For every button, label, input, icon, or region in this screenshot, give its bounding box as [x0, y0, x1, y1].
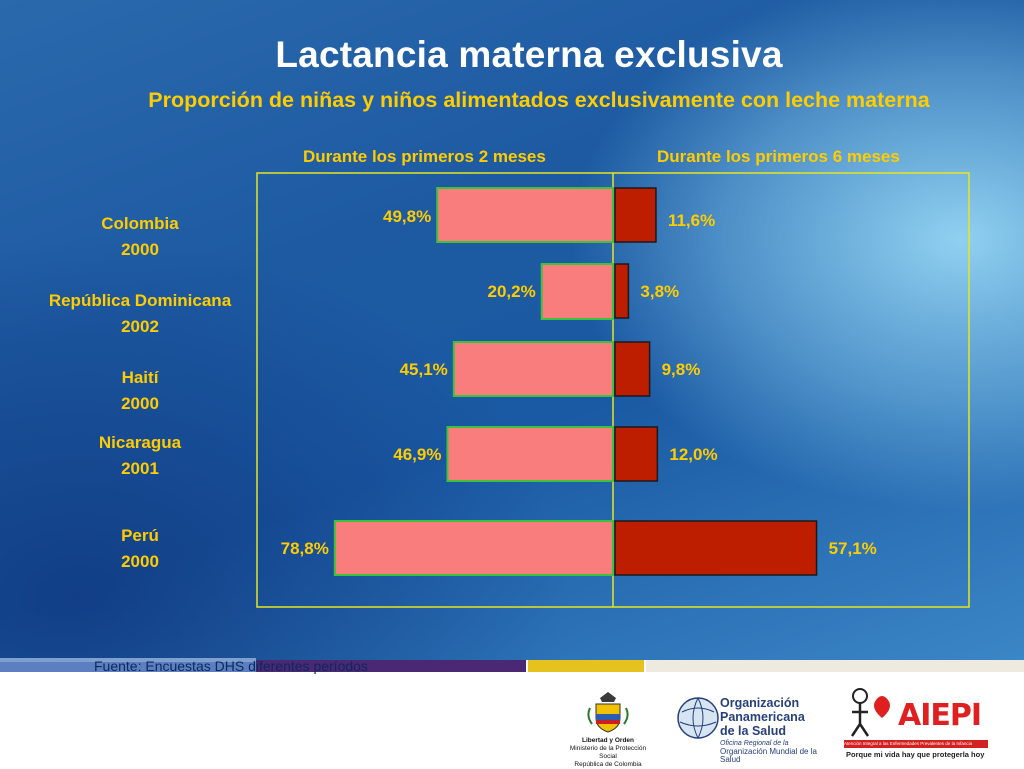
- label-2-meses-4: 78,8%: [281, 539, 329, 558]
- survey-year: 2000: [121, 552, 159, 571]
- footer-stripe-purple: [256, 660, 526, 672]
- ops-logo: Organización Panamericana de la Salud Of…: [676, 694, 836, 764]
- label-6-meses-1: 3,8%: [640, 282, 679, 301]
- country-name: Perú: [121, 526, 159, 545]
- bar-2-meses-3: [446, 426, 614, 482]
- coat-of-arms-icon: [587, 692, 629, 733]
- country-label-4: Perú 2000: [10, 523, 270, 575]
- footer-stripe-blue: [0, 662, 256, 672]
- colombia-ministry: Ministerio de la Protección Social: [569, 745, 647, 760]
- footer-stripe-light: [646, 660, 1024, 672]
- aiepi-tagline: Porque mi vida hay que protegerla hoy: [846, 750, 985, 759]
- label-2-meses-0: 49,8%: [383, 207, 431, 226]
- footer-stripe-yellow: [528, 660, 644, 672]
- country-label-1: República Dominicana 2002: [10, 288, 270, 340]
- country-label-3: Nicaragua 2001: [10, 430, 270, 482]
- left-series-header: Durante los primeros 2 meses: [303, 147, 546, 166]
- bar-2-meses-4: [333, 520, 614, 576]
- aiepi-strip: Atención Integral a las Enfermedades Pre…: [844, 740, 988, 748]
- bar-6-meses-0: [614, 187, 657, 243]
- colombia-motto: Libertad y Orden: [581, 737, 634, 744]
- country-name: Nicaragua: [98, 433, 182, 452]
- bar-2-meses-1: [540, 263, 614, 320]
- survey-year: 2002: [121, 317, 159, 336]
- colombia-logo: Libertad y Orden Ministerio de la Protec…: [562, 690, 654, 769]
- label-6-meses-0: 11,6%: [668, 211, 715, 230]
- butterfly-chart: 49,8% 11,6% 20,2% 3,8% 45,1% 9,8% 46,9% 12,0% 78…: [256, 172, 970, 608]
- oms-name: Oficina Regional de la Organización Mund…: [720, 740, 836, 764]
- aiepi-logo: AIEPI Atención Integral a las Enfermedad…: [842, 684, 992, 764]
- oms-line-2: Organización Mundial de la Salud: [720, 747, 817, 764]
- bar-6-meses-1: [614, 263, 630, 319]
- survey-year: 2000: [121, 394, 159, 413]
- label-2-meses-2: 45,1%: [400, 360, 448, 379]
- bar-6-meses-4: [614, 520, 818, 576]
- footer-band: [0, 658, 1024, 672]
- aiepi-wordmark: AIEPI: [898, 698, 982, 733]
- label-6-meses-2: 9,8%: [662, 360, 701, 379]
- country-name: República Dominicana: [48, 291, 232, 310]
- bar-6-meses-2: [614, 341, 651, 397]
- globe-icon: [677, 697, 719, 739]
- country-label-0: Colombia 2000: [10, 211, 270, 263]
- oms-line-1: Oficina Regional de la: [720, 740, 789, 747]
- bar-2-meses-2: [452, 341, 614, 397]
- label-6-meses-4: 57,1%: [829, 539, 877, 558]
- slide-subtitle: Proporción de niñas y niños alimentados …: [148, 88, 930, 112]
- label-6-meses-3: 12,0%: [669, 445, 717, 464]
- slide-title: Lactancia materna exclusiva: [275, 34, 783, 75]
- label-2-meses-3: 46,9%: [393, 445, 441, 464]
- slide-background: Lactancia materna exclusiva Proporción d…: [0, 0, 1024, 660]
- bar-6-meses-3: [614, 426, 659, 482]
- survey-year: 2000: [121, 240, 159, 259]
- survey-year: 2001: [121, 459, 159, 478]
- country-label-2: Haití 2000: [10, 365, 270, 417]
- ops-name: Organización Panamericana de la Salud: [720, 696, 805, 738]
- country-name: Colombia: [101, 214, 179, 233]
- right-series-header: Durante los primeros 6 meses: [657, 147, 900, 166]
- bar-2-meses-0: [436, 187, 614, 243]
- source-note: Fuente: Encuestas DHS diferentes período…: [94, 658, 368, 674]
- country-name: Haití: [121, 368, 159, 387]
- label-2-meses-1: 20,2%: [487, 282, 535, 301]
- footer-stripe-blue-light: [0, 658, 256, 662]
- colombia-republic: República de Colombia: [574, 761, 642, 768]
- child-heart-icon: [850, 688, 890, 737]
